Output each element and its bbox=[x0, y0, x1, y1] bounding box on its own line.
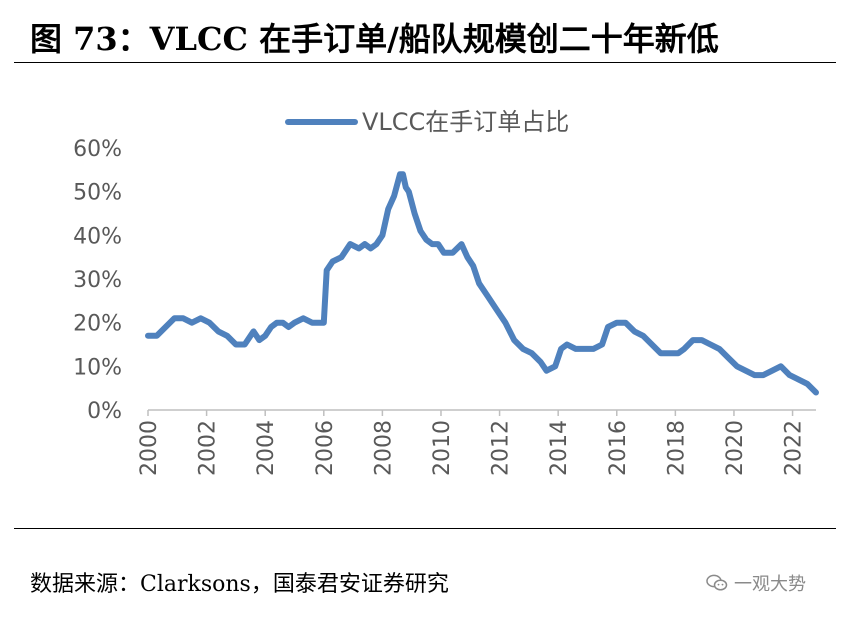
source-divider bbox=[14, 528, 836, 529]
x-tick-label: 2020 bbox=[723, 420, 748, 476]
watermark-text: 一观大势 bbox=[734, 574, 806, 595]
x-tick-label: 2006 bbox=[313, 420, 338, 476]
title-divider bbox=[14, 62, 836, 63]
y-tick-label: 50% bbox=[73, 181, 122, 206]
y-tick-label: 30% bbox=[73, 268, 122, 293]
x-tick-label: 2008 bbox=[371, 420, 396, 476]
y-tick-label: 40% bbox=[73, 224, 122, 249]
x-tick-label: 2012 bbox=[489, 420, 514, 476]
source-note: 数据来源：Clarksons，国泰君安证券研究 bbox=[30, 572, 449, 597]
y-tick-label: 10% bbox=[73, 355, 122, 380]
x-tick-label: 2004 bbox=[254, 420, 279, 476]
x-tick-label: 2018 bbox=[664, 420, 689, 476]
line-chart: 0% 10% 20% 30% 40% 50% 60% 2000 2002 2004 2006 2008… bbox=[73, 108, 819, 476]
x-tick-label: 2002 bbox=[196, 420, 221, 476]
x-tick-label: 2010 bbox=[430, 420, 455, 476]
y-tick-label: 0% bbox=[87, 399, 122, 424]
x-tick-label: 2016 bbox=[606, 420, 631, 476]
wechat-icon bbox=[706, 574, 728, 591]
x-tick-label: 2000 bbox=[137, 420, 162, 476]
x-tick-label: 2014 bbox=[547, 420, 572, 476]
legend-label: VLCC在手订单占比 bbox=[362, 108, 569, 136]
y-tick-label: 20% bbox=[73, 312, 122, 337]
x-tick-label: 2022 bbox=[782, 420, 807, 476]
watermark: 一观大势 bbox=[706, 570, 806, 596]
figure-title: 图 73：VLCC 在手订单/船队规模创二十年新低 bbox=[30, 20, 719, 58]
y-tick-label: 60% bbox=[73, 137, 122, 162]
series-line bbox=[145, 171, 819, 396]
